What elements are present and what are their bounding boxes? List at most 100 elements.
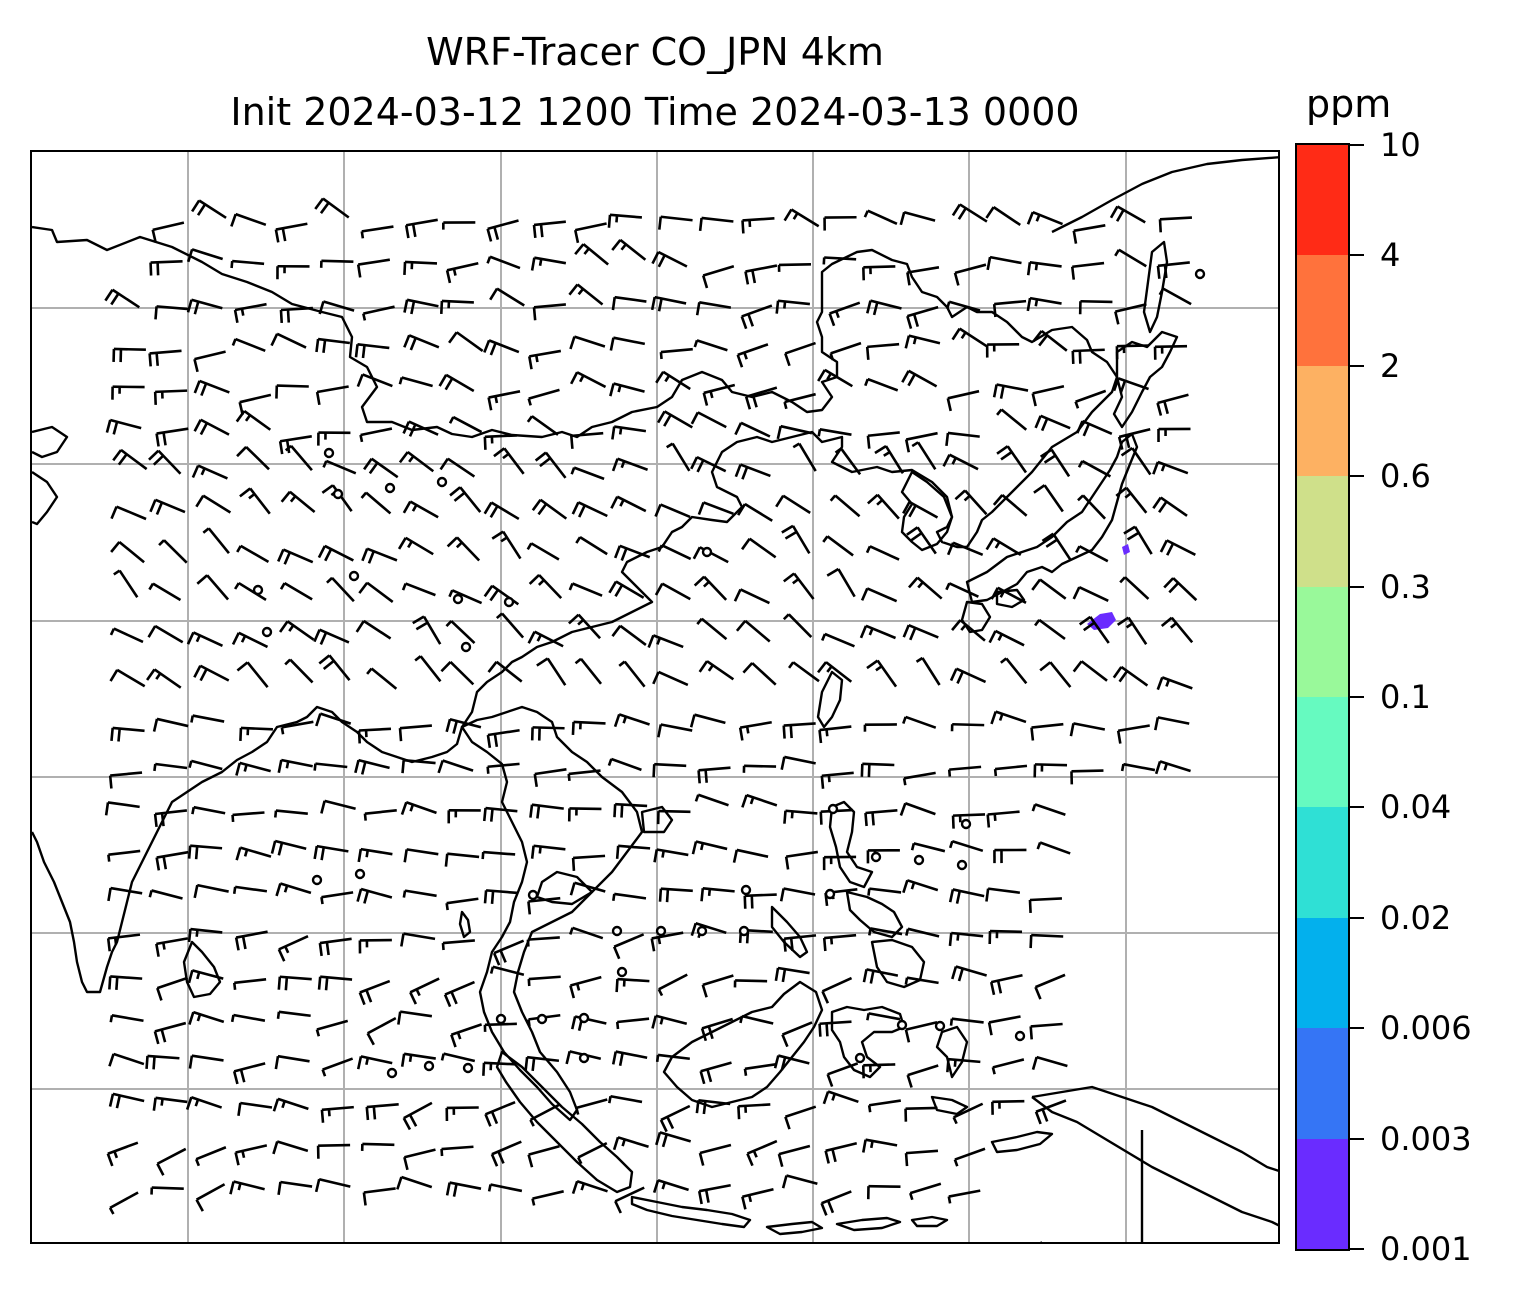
wind-barb-shaft: [744, 502, 773, 522]
wind-barb-flag: [440, 300, 444, 314]
wind-barb: [1114, 248, 1147, 268]
wind-barb-flag: [403, 299, 409, 313]
wind-barb-shaft: [1118, 248, 1147, 268]
wind-barb-shaft: [403, 1052, 436, 1060]
wind-barb-flag: [577, 618, 585, 626]
wind-barb: [652, 1179, 689, 1194]
wind-barb: [818, 725, 852, 744]
wind-barb-flag: [994, 541, 1001, 549]
wind-barb-shaft: [534, 256, 567, 265]
wind-barb: [191, 805, 226, 815]
wind-barb-shaft: [916, 576, 943, 600]
wind-barb-shaft: [702, 264, 735, 277]
wind-barb-shaft: [744, 619, 771, 643]
wind-barb: [611, 1050, 648, 1066]
wind-barb-shaft: [947, 389, 980, 400]
wind-barb-flag: [231, 632, 240, 646]
wind-barb-flag: [868, 928, 872, 936]
wind-barb-shaft: [696, 339, 728, 352]
wind-barb-flag: [743, 352, 748, 360]
wind-barb: [689, 713, 726, 728]
wind-barb-shaft: [696, 455, 727, 473]
wind-barb-shaft: [706, 660, 735, 681]
wind-barb-flag: [985, 206, 995, 219]
coastline: [835, 1216, 902, 1232]
wind-barb-shaft: [615, 802, 648, 808]
coastline: [770, 905, 809, 959]
wind-barb: [741, 537, 777, 559]
wind-barb-flag: [284, 945, 290, 954]
colorbar-segment: [1297, 696, 1348, 808]
wind-barb-shaft: [154, 809, 188, 816]
wind-barb: [105, 418, 142, 435]
wind-barb: [448, 415, 483, 434]
wind-barb-flag: [315, 713, 322, 727]
wind-barb: [700, 1017, 734, 1042]
wind-barb: [231, 811, 265, 823]
wind-barb-flag: [864, 812, 868, 827]
wind-barb-flag: [284, 977, 289, 991]
wind-barb: [146, 668, 182, 689]
wind-barb-shaft: [785, 809, 818, 815]
wind-barb: [988, 929, 1023, 945]
wind-barb-flag: [190, 715, 194, 723]
wind-barb: [612, 892, 647, 902]
wind-barb-flag: [997, 633, 1003, 641]
coastline: [995, 588, 1026, 609]
wind-barb-flag: [868, 628, 874, 636]
wind-barb: [988, 629, 1025, 647]
wind-barb: [400, 1052, 436, 1067]
wind-barb: [862, 968, 899, 984]
wind-barb: [829, 341, 862, 361]
wind-barb: [821, 632, 855, 648]
wind-barb-flag: [148, 890, 153, 898]
wind-barb-shaft: [116, 668, 146, 688]
wind-barb-flag: [326, 576, 333, 584]
wind-barb: [992, 299, 1027, 318]
wind-barb-shaft: [964, 489, 988, 516]
wind-barb-flag: [904, 977, 909, 985]
wind-barb-shaft: [289, 490, 316, 514]
wind-barb: [149, 260, 183, 276]
wind-barb-shaft: [195, 1183, 226, 1201]
wind-barb-flag: [106, 1153, 114, 1167]
wind-barb-flag: [657, 724, 663, 738]
wind-barb-shaft: [281, 758, 313, 768]
wind-barb-shaft: [866, 968, 899, 977]
wind-barb-shaft: [623, 660, 646, 688]
wind-barb: [486, 728, 520, 749]
wind-barb: [1114, 303, 1147, 325]
coastline: [990, 1130, 1054, 1154]
wind-barb-flag: [569, 882, 576, 896]
wind-barb: [574, 243, 609, 266]
wind-barb-shaft: [207, 527, 230, 554]
wind-barb: [775, 299, 811, 314]
wind-barb: [526, 542, 560, 561]
wind-barb-shaft: [487, 762, 520, 769]
wind-barb-flag: [985, 888, 990, 902]
wind-barb-flag: [698, 217, 703, 232]
wind-barb-flag: [149, 499, 157, 513]
wind-barb: [113, 569, 139, 598]
wind-barb-shaft: [367, 1016, 397, 1035]
wind-barb: [1069, 722, 1106, 737]
wind-barb-flag: [741, 1196, 747, 1210]
wind-barb-flag: [569, 985, 576, 999]
wind-barb-flag: [1045, 538, 1058, 548]
wind-barb: [733, 979, 768, 988]
calm-wind-circle: [701, 546, 713, 558]
wind-barb-shaft: [406, 298, 439, 308]
wind-barb-shaft: [502, 530, 522, 560]
wind-barb-flag: [573, 229, 580, 244]
wind-barb-flag: [322, 339, 327, 354]
wind-barb: [867, 887, 902, 896]
wind-barb-shaft: [442, 939, 475, 945]
calm-wind-circle: [462, 1062, 474, 1074]
wind-barb: [782, 934, 817, 952]
wind-barb-flag: [571, 857, 576, 871]
wind-barb-shaft: [863, 1063, 896, 1067]
wind-barb: [1030, 722, 1064, 741]
wind-barb: [1119, 576, 1150, 600]
wind-barb-flag: [274, 1056, 280, 1070]
wind-barb-shaft: [907, 1064, 939, 1077]
